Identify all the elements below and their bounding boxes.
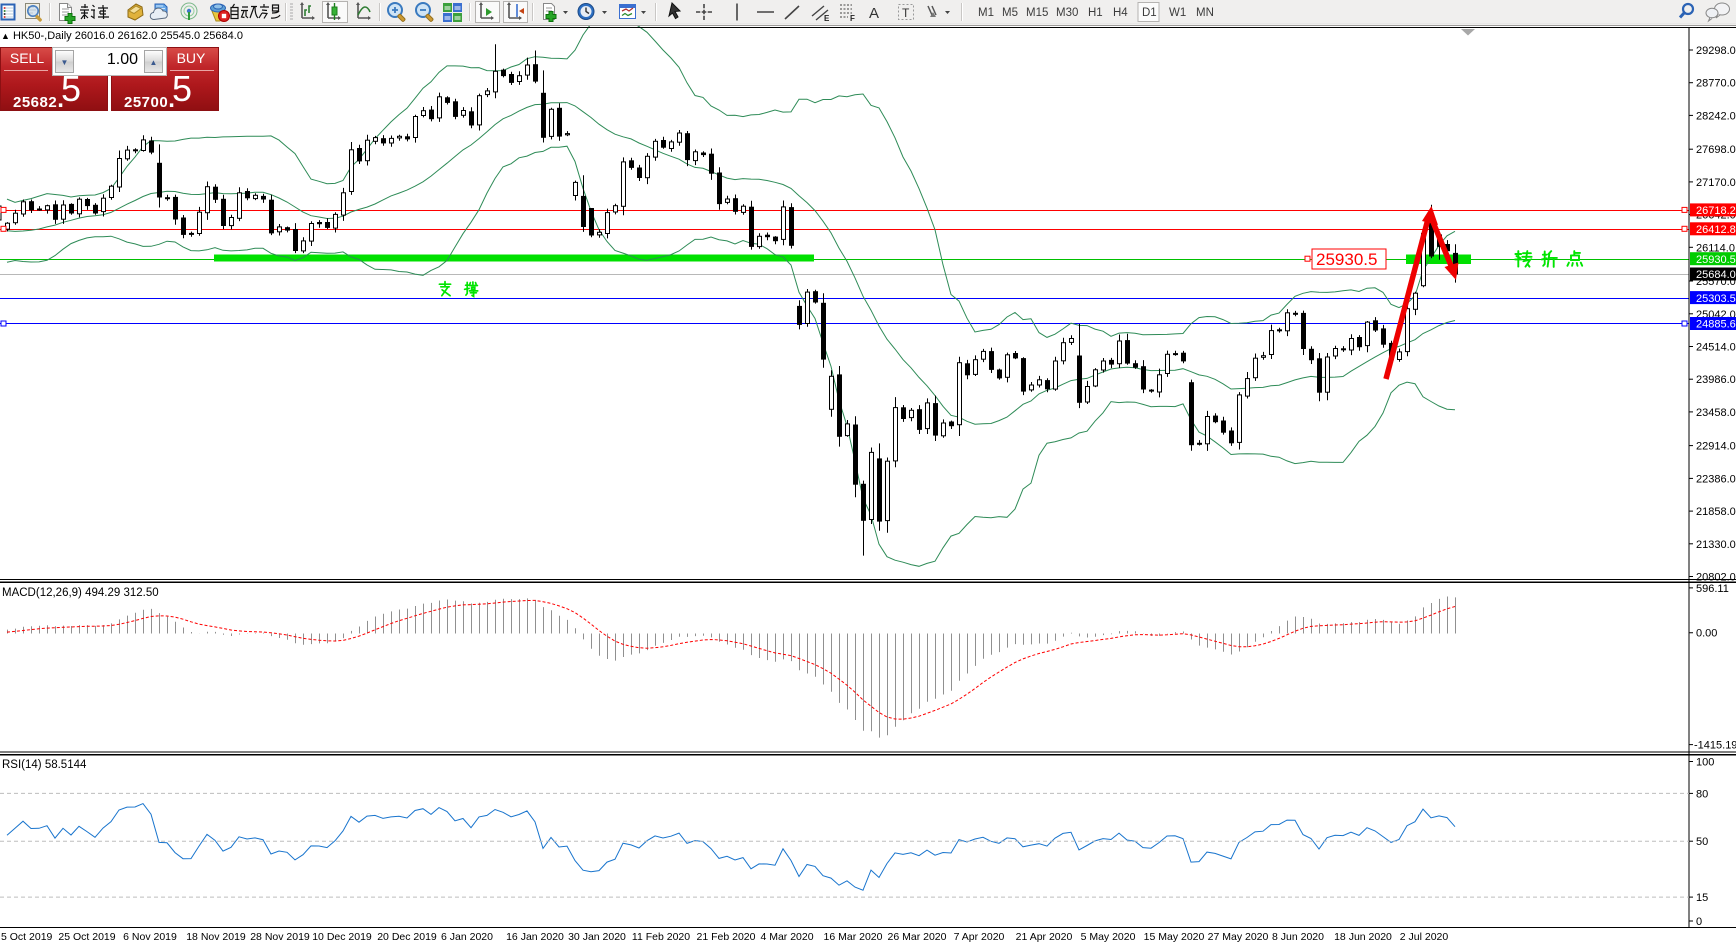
svg-text:F: F xyxy=(850,14,855,23)
svg-text:5 Oct 2019: 5 Oct 2019 xyxy=(1,931,53,943)
svg-text:10 Dec 2019: 10 Dec 2019 xyxy=(312,931,372,943)
svg-text:M1: M1 xyxy=(978,7,994,19)
svg-text:26718.2: 26718.2 xyxy=(1696,205,1736,217)
svg-text:50: 50 xyxy=(1696,836,1708,848)
svg-text:21 Feb 2020: 21 Feb 2020 xyxy=(697,931,756,943)
svg-text:18 Jun 2020: 18 Jun 2020 xyxy=(1334,931,1392,943)
svg-text:25930.5: 25930.5 xyxy=(1316,250,1377,269)
svg-text:596.11: 596.11 xyxy=(1696,583,1729,595)
svg-text:20 Dec 2019: 20 Dec 2019 xyxy=(377,931,437,943)
svg-text:2 Jul 2020: 2 Jul 2020 xyxy=(1400,931,1449,943)
svg-text:MN: MN xyxy=(1196,7,1214,19)
svg-text:0.00: 0.00 xyxy=(1696,628,1717,640)
svg-text:26412.8: 26412.8 xyxy=(1696,224,1736,236)
svg-text:M5: M5 xyxy=(1002,7,1018,19)
svg-text:25303.5: 25303.5 xyxy=(1696,293,1736,305)
svg-text:30 Jan 2020: 30 Jan 2020 xyxy=(568,931,626,943)
svg-text:26114.0: 26114.0 xyxy=(1696,242,1735,254)
svg-text:11 Feb 2020: 11 Feb 2020 xyxy=(632,931,690,943)
svg-text:5 May 2020: 5 May 2020 xyxy=(1081,931,1136,943)
svg-text:16 Jan 2020: 16 Jan 2020 xyxy=(506,931,564,943)
svg-text:28770.0: 28770.0 xyxy=(1696,78,1736,90)
svg-text:28242.0: 28242.0 xyxy=(1696,110,1736,122)
svg-text:RSI(14) 58.5144: RSI(14) 58.5144 xyxy=(2,759,87,771)
svg-text:M15: M15 xyxy=(1026,7,1048,19)
svg-text:80: 80 xyxy=(1696,788,1708,800)
svg-text:E: E xyxy=(824,14,830,23)
svg-text:22914.0: 22914.0 xyxy=(1696,441,1736,453)
svg-text:27 May 2020: 27 May 2020 xyxy=(1208,931,1269,943)
svg-text:M30: M30 xyxy=(1056,7,1078,19)
svg-text:25684.0: 25684.0 xyxy=(1696,269,1736,281)
svg-text:15 May 2020: 15 May 2020 xyxy=(1144,931,1205,943)
svg-text:100: 100 xyxy=(1696,757,1714,769)
svg-text:6 Jan 2020: 6 Jan 2020 xyxy=(441,931,493,943)
svg-text:8 Jun 2020: 8 Jun 2020 xyxy=(1272,931,1324,943)
svg-text:A: A xyxy=(869,5,879,22)
svg-text:15: 15 xyxy=(1696,892,1708,904)
svg-text:T: T xyxy=(902,6,910,20)
svg-text:25 Oct 2019: 25 Oct 2019 xyxy=(58,931,115,943)
svg-text:21330.0: 21330.0 xyxy=(1696,539,1736,551)
svg-text:6 Nov 2019: 6 Nov 2019 xyxy=(123,931,177,943)
svg-text:21858.0: 21858.0 xyxy=(1696,506,1736,518)
svg-text:23986.0: 23986.0 xyxy=(1696,374,1736,386)
svg-text:0: 0 xyxy=(1696,916,1702,928)
svg-text:23458.0: 23458.0 xyxy=(1696,407,1736,419)
svg-text:18 Nov 2019: 18 Nov 2019 xyxy=(186,931,246,943)
svg-text:22386.0: 22386.0 xyxy=(1696,473,1736,485)
svg-text:25930.5: 25930.5 xyxy=(1696,254,1736,266)
svg-text:24514.0: 24514.0 xyxy=(1696,342,1736,354)
svg-text:28 Nov 2019: 28 Nov 2019 xyxy=(250,931,310,943)
svg-text:26 Mar 2020: 26 Mar 2020 xyxy=(888,931,947,943)
svg-text:7 Apr 2020: 7 Apr 2020 xyxy=(954,931,1005,943)
svg-text:27170.0: 27170.0 xyxy=(1696,177,1736,189)
svg-text:16 Mar 2020: 16 Mar 2020 xyxy=(824,931,883,943)
svg-text:H4: H4 xyxy=(1113,7,1128,19)
svg-text:H1: H1 xyxy=(1088,7,1103,19)
svg-text:D1: D1 xyxy=(1142,7,1157,19)
svg-text:24885.6: 24885.6 xyxy=(1696,319,1736,331)
svg-text:-1415.19: -1415.19 xyxy=(1694,740,1736,752)
svg-text:20802.0: 20802.0 xyxy=(1696,572,1736,584)
svg-text:27698.0: 27698.0 xyxy=(1696,144,1736,156)
svg-text:MACD(12,26,9) 494.29 312.50: MACD(12,26,9) 494.29 312.50 xyxy=(2,587,159,599)
svg-text:21 Apr 2020: 21 Apr 2020 xyxy=(1016,931,1073,943)
svg-text:4 Mar 2020: 4 Mar 2020 xyxy=(760,931,813,943)
svg-text:29298.0: 29298.0 xyxy=(1696,45,1736,57)
svg-text:W1: W1 xyxy=(1169,7,1186,19)
